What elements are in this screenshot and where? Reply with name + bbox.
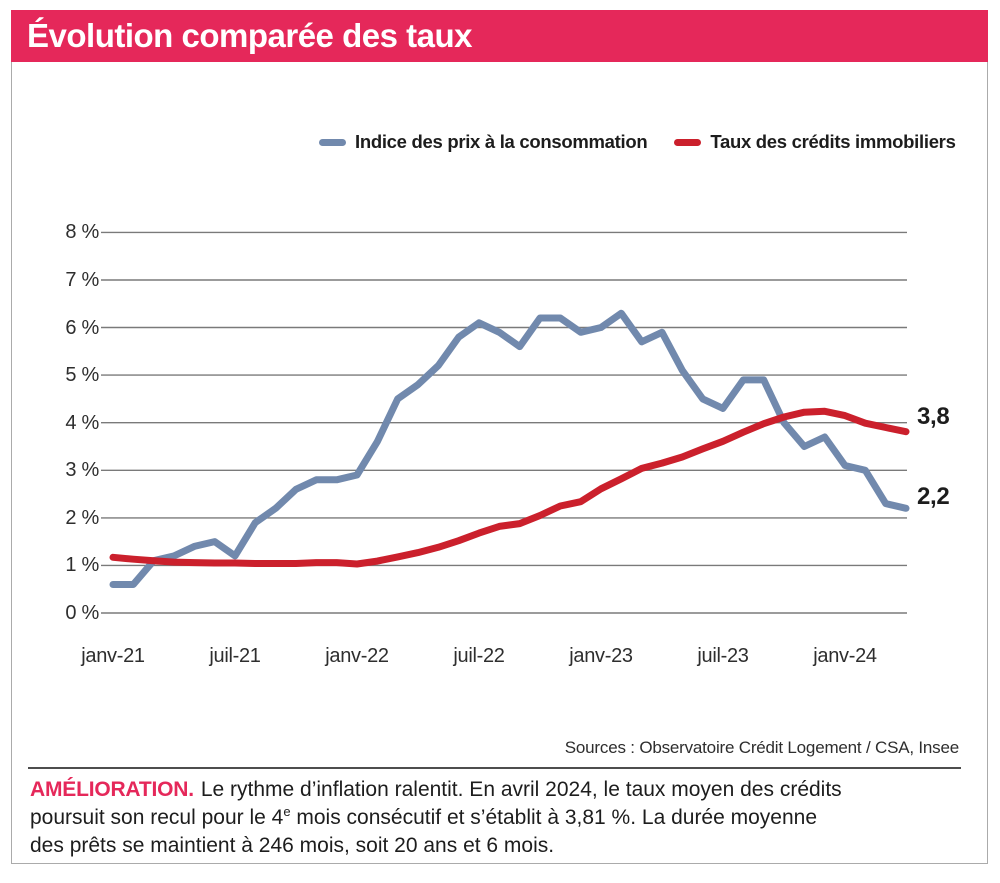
infographic-frame: Évolution comparée des taux Indice des p… [11,10,988,864]
y-tick-label-8: 8 % [65,221,99,243]
end-label-series-0: 2,2 [917,483,950,510]
caption-line-2: poursuit son recul pour le 4e mois consé… [30,804,972,832]
x-tick-label-juil-22: juil-22 [453,645,505,667]
end-label-series-1: 3,8 [917,403,950,430]
caption-label: AMÉLIORATION. [30,778,194,801]
caption-superscript: e [283,804,291,819]
y-tick-label-7: 7 % [65,269,99,291]
y-tick-label-6: 6 % [65,317,99,339]
caption: AMÉLIORATION. Le rythme d’inflation ralen… [30,776,972,860]
chart-plot [101,231,910,614]
legend-label: Indice des prix à la consommation [355,131,648,152]
legend-item-1: Taux des crédits immobiliers [674,131,956,153]
sources-note: Sources : Observatoire Crédit Logement /… [564,738,959,757]
chart-area: 8 % 7 % 6 % 5 % 4 % 3 % 2 % 1 % 0 % janv-21 juil-… [12,10,989,710]
y-tick-label-5: 5 % [65,364,99,386]
caption-line-1: AMÉLIORATION. Le rythme d’inflation ralen… [30,776,972,804]
divider-line [28,767,961,769]
y-tick-label-4: 4 % [65,412,99,434]
caption-text-1: Le rythme d’inflation ralentit. En avril… [200,778,842,801]
caption-text-3: des prêts se maintient à 246 mois, soit … [30,834,555,857]
y-tick-label-2: 2 % [65,507,99,529]
legend-dash-icon [674,138,702,146]
legend-dash-icon [319,138,346,146]
x-tick-label-janv-24: janv-24 [813,645,877,667]
series-line-0 [109,309,910,588]
header-bar: Évolution comparée des taux [11,10,988,62]
x-tick-label-juil-23: juil-23 [697,645,749,667]
legend-label: Taux des crédits immobiliers [710,131,956,152]
caption-text-2b: mois consécutif et s’établit à 3,81 %. L… [290,806,818,829]
series-line-1 [109,407,910,568]
caption-line-3: des prêts se maintient à 246 mois, soit … [30,832,972,860]
x-tick-label-janv-23: janv-23 [569,645,633,667]
legend: Indice des prix à la consommation Taux de… [319,131,956,153]
legend-item-0: Indice des prix à la consommation [319,131,648,153]
y-tick-label-0: 0 % [65,602,99,624]
x-tick-label-janv-21: janv-21 [81,645,145,667]
page-title: Évolution comparée des taux [27,17,472,54]
y-tick-label-1: 1 % [65,554,99,576]
x-tick-label-juil-21: juil-21 [209,645,261,667]
y-tick-label-3: 3 % [65,459,99,481]
x-tick-label-janv-22: janv-22 [325,645,389,667]
caption-text-2a: poursuit son recul pour le 4 [30,806,284,829]
